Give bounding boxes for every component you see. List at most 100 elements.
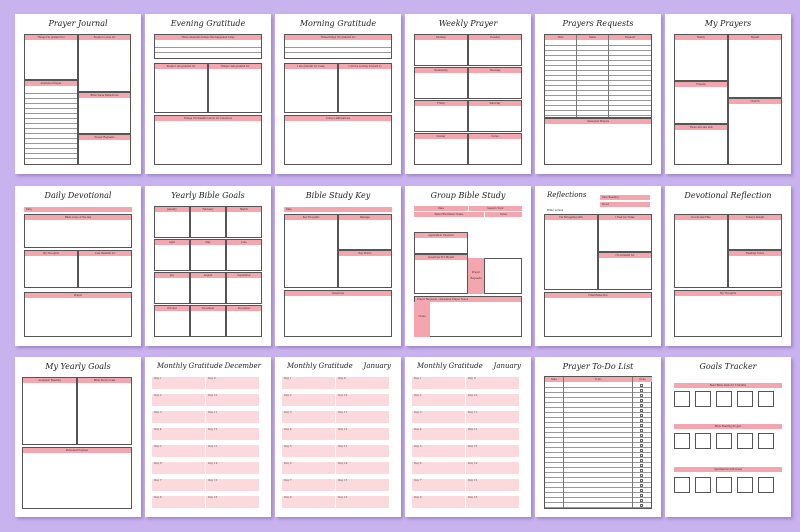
section-header: Wednesday xyxy=(415,68,467,73)
section-answered-notes: Prayer Requests / Answered Prayer Notes xyxy=(414,296,522,337)
section-tomorrow: Things I'm thankful about for tomorrow xyxy=(154,115,262,165)
done-checkbox[interactable] xyxy=(640,444,643,447)
ruled-lines xyxy=(285,43,391,56)
done-checkbox[interactable] xyxy=(640,419,643,422)
done-checkbox[interactable] xyxy=(640,449,643,452)
done-checkbox[interactable] xyxy=(640,464,643,467)
done-checkbox[interactable] xyxy=(640,399,643,402)
done-checkbox[interactable] xyxy=(640,429,643,432)
tracker-square[interactable] xyxy=(716,433,732,449)
tracker-square[interactable] xyxy=(716,477,732,493)
done-checkbox[interactable] xyxy=(640,489,643,492)
tracker-square[interactable] xyxy=(674,433,690,449)
section-header: Questions For Myself xyxy=(415,255,467,260)
section-header: Final Reflection xyxy=(545,293,651,298)
section-header: Answered Prayers xyxy=(545,119,651,124)
section-header: I'm Grateful for xyxy=(599,253,651,258)
tracker-square[interactable] xyxy=(695,433,711,449)
table-header-todo: To Do xyxy=(564,377,632,382)
done-checkbox[interactable] xyxy=(640,409,643,412)
section-header: February xyxy=(191,207,225,212)
done-checkbox[interactable] xyxy=(640,484,643,487)
section-personal: Personal Progress xyxy=(22,447,132,509)
tracker-square[interactable] xyxy=(737,391,753,407)
day-row: Day 16 xyxy=(466,496,519,508)
day-row: Day 5 xyxy=(412,445,465,457)
tracker-square[interactable] xyxy=(716,391,732,407)
goal-band-3: Spiritual Growth Goals xyxy=(674,467,782,472)
tracker-square[interactable] xyxy=(695,391,711,407)
section-header: My Thoughts xyxy=(25,251,77,256)
tracker-square[interactable] xyxy=(674,477,690,493)
section-devotional-title: Devotional Title xyxy=(674,214,728,288)
day-row: Day 16 xyxy=(336,496,389,508)
section-thoughts: My Thoughts xyxy=(24,250,78,288)
section-monday: Monday xyxy=(414,34,468,66)
section-insight: Today's Insight xyxy=(728,214,782,250)
tracker-square[interactable] xyxy=(737,433,753,449)
done-checkbox[interactable] xyxy=(640,499,643,502)
done-checkbox[interactable] xyxy=(640,504,643,507)
section-bible-verse: Bible Verse Reflections xyxy=(78,92,131,134)
tracker-square[interactable] xyxy=(758,391,774,407)
page-title: Prayers Requests xyxy=(562,19,634,28)
page-title: My Yearly Goals xyxy=(45,362,111,371)
tracker-square[interactable] xyxy=(758,477,774,493)
day-row: Day 13 xyxy=(206,445,259,457)
done-checkbox[interactable] xyxy=(640,384,643,387)
section-header: Friends xyxy=(675,82,727,87)
done-checkbox[interactable] xyxy=(640,454,643,457)
day-row: Day 12 xyxy=(206,428,259,440)
page-prayer-to-do-list: Prayer To-Do List Date To Do Done xyxy=(535,357,661,517)
section-header: Things I'm grateful for xyxy=(25,35,77,40)
section-wednesday: Wednesday xyxy=(414,67,468,99)
month-july: July xyxy=(154,272,190,304)
month-january: January xyxy=(154,206,190,238)
day-row: Day 13 xyxy=(336,445,389,457)
done-checkbox[interactable] xyxy=(640,439,643,442)
day-row: Day 4 xyxy=(152,428,205,440)
page-title: Yearly Bible Goals xyxy=(171,191,245,200)
day-row: Day 16 xyxy=(206,496,259,508)
day-row: Day 3 xyxy=(152,411,205,423)
done-checkbox[interactable] xyxy=(640,434,643,437)
section-header: I am thankful for xyxy=(79,251,131,256)
tracker-square[interactable] xyxy=(695,477,711,493)
page-title: Reflections xyxy=(547,191,587,199)
section-header: Personal Progress xyxy=(23,448,131,453)
section-questions: Questions xyxy=(284,290,392,337)
done-checkbox[interactable] xyxy=(640,474,643,477)
done-checkbox[interactable] xyxy=(640,469,643,472)
table-header-name: Name xyxy=(577,35,608,40)
tracker-square[interactable] xyxy=(758,433,774,449)
day-row: Day 7 xyxy=(412,479,465,491)
section-header: Key Thoughts xyxy=(285,215,337,220)
section-header: I'm Struggling with xyxy=(545,215,597,220)
month-december: December xyxy=(226,305,262,337)
section-my-thoughts: My Thoughts xyxy=(674,290,782,337)
section-header: Reading Notes xyxy=(729,251,781,256)
section-header: Monday xyxy=(415,35,467,40)
done-checkbox[interactable] xyxy=(640,479,643,482)
month-may: May xyxy=(190,239,226,271)
day-row: Day 6 xyxy=(282,462,335,474)
tracker-square[interactable] xyxy=(674,391,690,407)
tracker-square[interactable] xyxy=(737,477,753,493)
page-daily-devotional: Daily Devotional Date Bible verse of the… xyxy=(15,186,141,346)
page-devotional-reflection: Devotional Reflection Devotional Title T… xyxy=(665,186,791,346)
day-row: Day 9 xyxy=(206,377,259,389)
done-checkbox[interactable] xyxy=(640,404,643,407)
section-header: Three Awesome things that happened today xyxy=(155,35,261,40)
ruled-lines xyxy=(545,383,651,508)
done-checkbox[interactable] xyxy=(640,494,643,497)
page-monthly-gratitude-january-2: Monthly Gratitude January Day 1 Day 2 Day … xyxy=(405,357,531,517)
done-checkbox[interactable] xyxy=(640,389,643,392)
done-checkbox[interactable] xyxy=(640,414,643,417)
section-header: People I am grateful for xyxy=(155,64,207,69)
day-row: Day 11 xyxy=(336,411,389,423)
done-checkbox[interactable] xyxy=(640,394,643,397)
done-checkbox[interactable] xyxy=(640,459,643,462)
done-checkbox[interactable] xyxy=(640,424,643,427)
section-header: Application Question xyxy=(415,233,467,238)
page-title: Daily Devotional xyxy=(44,191,112,200)
